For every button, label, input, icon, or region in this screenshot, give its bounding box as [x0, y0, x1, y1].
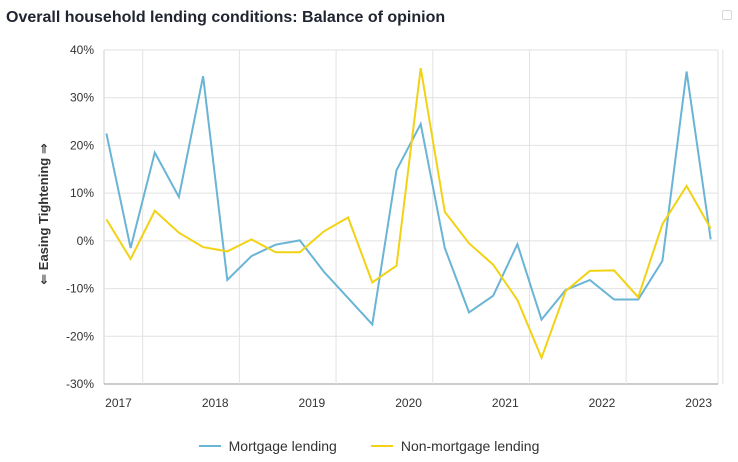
- x-tick-label: 2020: [395, 396, 422, 410]
- y-tick-label: 40%: [70, 43, 94, 57]
- y-tick-label: -20%: [66, 329, 94, 343]
- x-tick-label: 2018: [202, 396, 229, 410]
- series-line-1: [105, 67, 712, 361]
- y-tick-label: -30%: [66, 377, 94, 391]
- series-lines: [105, 67, 712, 361]
- y-tick-label: 10%: [70, 186, 94, 200]
- menu-icon[interactable]: [722, 10, 732, 20]
- x-axis: 2017 2018 2019 2020 2021 2022 2023: [105, 396, 712, 410]
- x-tick-label: 2021: [492, 396, 519, 410]
- legend-swatch-mortgage: [198, 445, 221, 447]
- y-axis: 40% 30% 20% 10% 0% -10% -20% -30%: [66, 43, 94, 391]
- y-axis-label: ⇐ Easing Tightening ⇒: [36, 143, 51, 285]
- legend: Mortgage lending Non-mortgage lending: [0, 438, 738, 454]
- chart-title: Overall household lending conditions: Ba…: [6, 9, 446, 26]
- series-line-0: [105, 71, 712, 327]
- legend-swatch-non-mortgage: [370, 445, 393, 447]
- grid: [103, 49, 724, 385]
- y-tick-label: 30%: [70, 91, 94, 105]
- legend-item-non-mortgage[interactable]: Non-mortgage lending: [370, 438, 540, 454]
- legend-item-mortgage[interactable]: Mortgage lending: [198, 438, 337, 454]
- legend-label-non-mortgage: Non-mortgage lending: [400, 438, 540, 454]
- x-tick-label: 2023: [685, 396, 712, 410]
- x-tick-label: 2019: [299, 396, 326, 410]
- x-tick-label: 2022: [589, 396, 616, 410]
- y-tick-label: 20%: [70, 138, 94, 152]
- x-tick-label: 2017: [105, 396, 132, 410]
- legend-label-mortgage: Mortgage lending: [228, 438, 337, 454]
- y-tick-label: -10%: [66, 282, 94, 296]
- y-tick-label: 0%: [77, 234, 95, 248]
